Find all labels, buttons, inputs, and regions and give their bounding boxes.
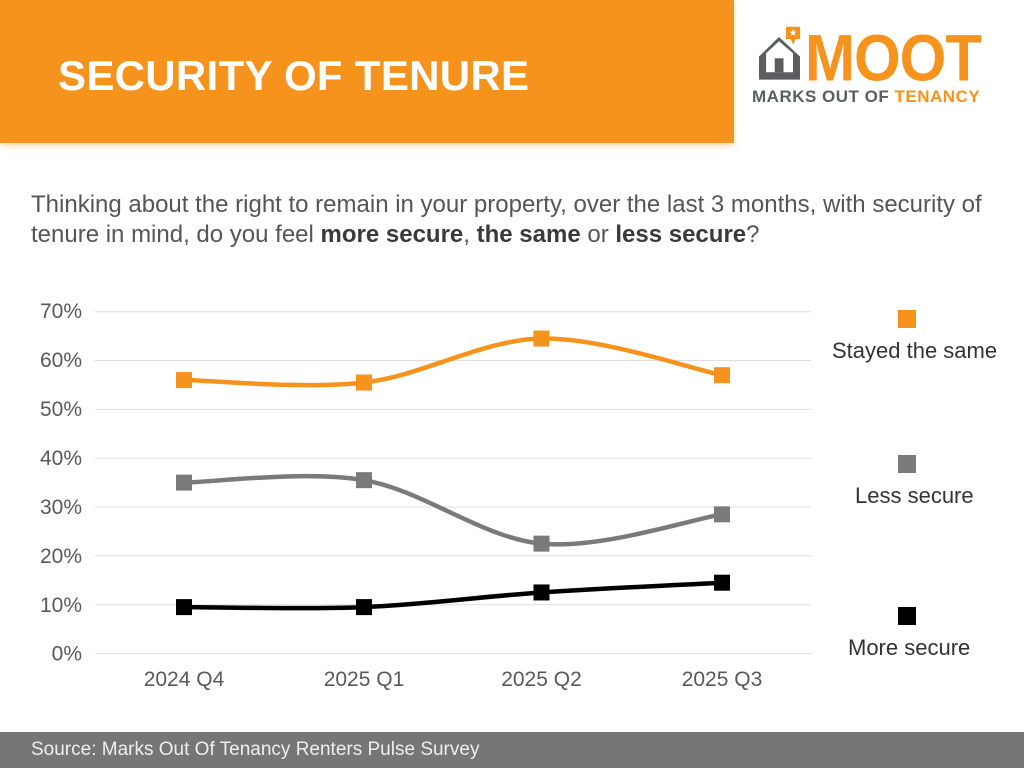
svg-text:2025 Q3: 2025 Q3 xyxy=(682,668,763,691)
svg-text:More secure: More secure xyxy=(848,635,970,660)
svg-text:2025 Q1: 2025 Q1 xyxy=(324,668,405,691)
svg-text:10%: 10% xyxy=(40,594,82,617)
svg-text:20%: 20% xyxy=(40,545,82,568)
svg-text:30%: 30% xyxy=(40,496,82,519)
svg-text:Less secure: Less secure xyxy=(855,483,974,508)
svg-text:60%: 60% xyxy=(40,349,82,372)
svg-text:40%: 40% xyxy=(40,447,82,470)
svg-text:2025 Q2: 2025 Q2 xyxy=(501,668,582,691)
svg-text:50%: 50% xyxy=(40,398,82,421)
svg-text:2024 Q4: 2024 Q4 xyxy=(144,668,225,691)
svg-text:Stayed the same: Stayed the same xyxy=(832,338,997,363)
svg-text:0%: 0% xyxy=(52,643,82,666)
svg-text:70%: 70% xyxy=(40,300,82,323)
